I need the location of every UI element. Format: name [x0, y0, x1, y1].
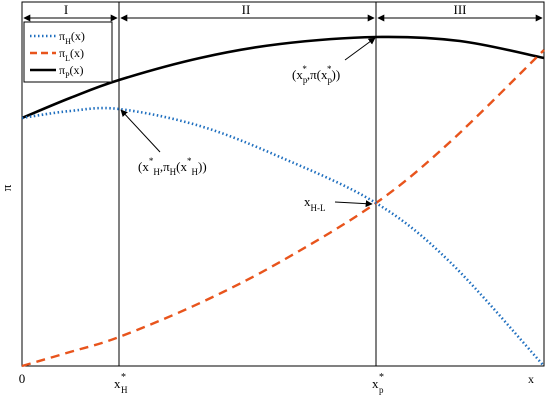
legend-label-h: πH(x): [59, 29, 85, 46]
x-end-label: x: [528, 372, 534, 386]
region-label-3: III: [454, 2, 467, 17]
x-tick-xp-base: x: [372, 376, 379, 391]
legend-box: [23, 21, 113, 83]
annotation-arrow-peak-p: [344, 37, 376, 61]
annotation-arrow-crossing: [334, 200, 373, 208]
region-label-2: II: [242, 2, 251, 17]
x-tick-xp-star-mark: *: [379, 372, 384, 383]
x-tick-xp-sub: p: [379, 385, 384, 395]
series-pi-p-line: [21, 35, 545, 120]
annotation-crossing: xH-L: [304, 194, 326, 213]
annotation-peak-h: (x*H,πH(x*H)): [138, 156, 207, 177]
legend: πH(x) πL(x) πP(x): [23, 21, 113, 83]
legend-label-l: πL(x): [59, 46, 84, 63]
annotation-peak-p: (xp*,π(xp*)): [292, 64, 340, 85]
legend-label-p: πP(x): [59, 63, 84, 80]
plot-frame: [21, 1, 545, 367]
x-tick-xh-star-mark: *: [121, 372, 126, 383]
annotation-arrow-peak-h: [120, 109, 161, 153]
x-tick-xh-sub: H: [121, 385, 128, 395]
x-tick-xp-star: x p *: [372, 372, 384, 395]
series-pi-h-line: [21, 106, 545, 367]
x-tick-xh-base: x: [114, 376, 121, 391]
region-label-1: I: [64, 2, 68, 17]
x-tick-xh-star: x H *: [114, 372, 128, 395]
series-pi-l-line: [21, 49, 545, 368]
y-axis-label: π: [0, 184, 14, 191]
x-origin-label: 0: [19, 371, 26, 386]
